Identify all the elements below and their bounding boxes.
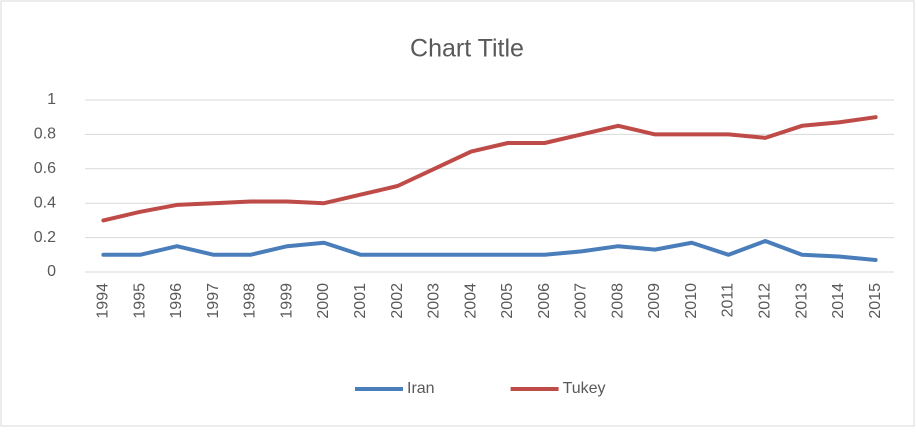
x-tick-label: 1996: [168, 283, 185, 319]
legend-label: Tukey: [563, 380, 606, 397]
x-tick-label: 2012: [757, 283, 774, 319]
line-series: [101, 239, 878, 262]
x-tick-label: 2003: [426, 283, 443, 319]
x-tick-label: 2006: [536, 283, 553, 319]
y-tick-label: 1: [47, 91, 56, 108]
x-tick-label: 2013: [793, 283, 810, 319]
y-tick-label: 0: [47, 263, 56, 280]
x-tick-label: 1994: [95, 283, 112, 319]
chart-title: Chart Title: [410, 35, 524, 63]
x-tick-label: 2004: [462, 283, 479, 319]
x-tick-label: 1995: [131, 283, 148, 319]
x-tick-label: 2002: [389, 283, 406, 319]
y-tick-label: 0.2: [34, 229, 56, 246]
x-tick-label: 1999: [278, 283, 295, 319]
x-tick-label: 1998: [242, 283, 259, 319]
x-tick-label: 2007: [573, 283, 590, 319]
x-tick-label: 2011: [720, 283, 737, 318]
x-tick-label: 2009: [646, 283, 663, 319]
y-tick-label: 0.4: [34, 194, 56, 211]
line-series: [101, 115, 878, 223]
x-tick-label: 2008: [609, 283, 626, 319]
x-tick-label: 1997: [205, 283, 222, 319]
y-tick-label: 0.6: [34, 160, 56, 177]
x-tick-label: 2000: [315, 283, 332, 319]
x-tick-label: 2014: [830, 283, 847, 319]
x-tick-label: 2015: [867, 283, 884, 319]
x-tick-label: 2005: [499, 283, 516, 319]
y-tick-label: 0.8: [34, 126, 56, 143]
x-tick-label: 2001: [352, 283, 369, 319]
legend-label: Iran: [407, 380, 435, 397]
x-tick-label: 2010: [683, 283, 700, 319]
